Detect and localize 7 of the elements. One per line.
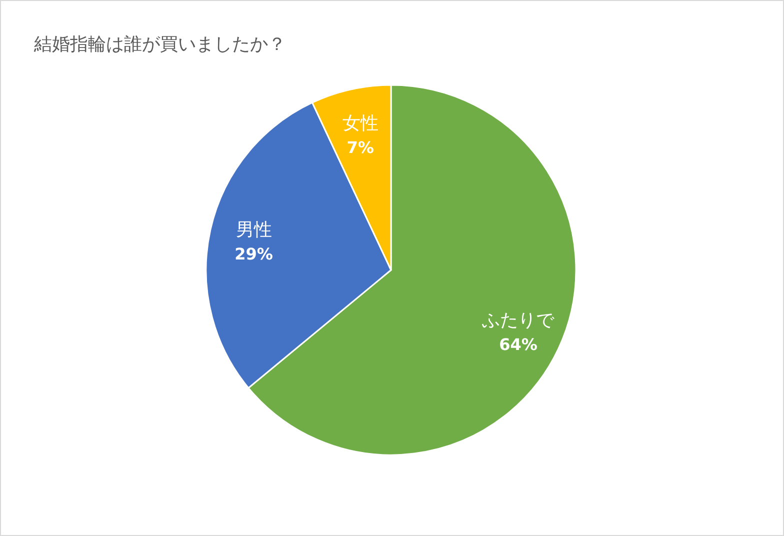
chart-title: 結婚指輪は誰が買いましたか？ bbox=[33, 34, 286, 55]
data-label: 64% bbox=[499, 334, 538, 354]
data-label: 7% bbox=[346, 138, 374, 157]
data-label: 29% bbox=[234, 244, 273, 264]
slice-label: 女性 bbox=[342, 112, 378, 134]
slice-label: 男性 bbox=[236, 219, 272, 240]
slice-label: ふたりで bbox=[481, 310, 556, 331]
